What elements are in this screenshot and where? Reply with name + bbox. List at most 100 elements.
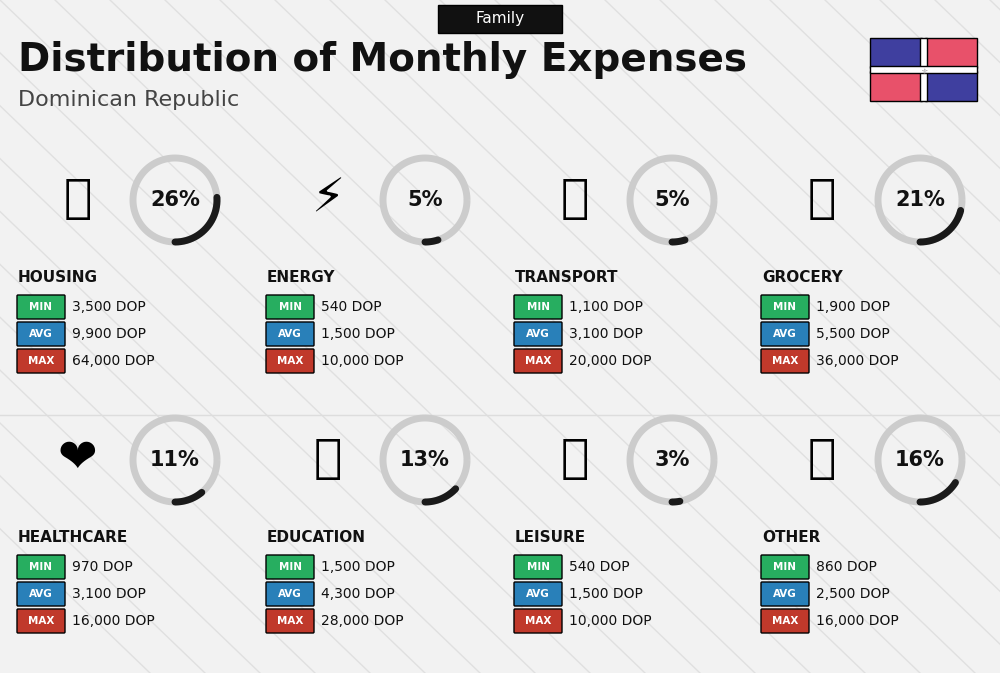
Text: MIN: MIN [526, 302, 550, 312]
Text: 3%: 3% [654, 450, 690, 470]
FancyBboxPatch shape [925, 71, 977, 101]
Text: 1,900 DOP: 1,900 DOP [816, 300, 890, 314]
Text: 970 DOP: 970 DOP [72, 560, 133, 574]
Text: EDUCATION: EDUCATION [267, 530, 366, 546]
FancyBboxPatch shape [514, 322, 562, 346]
Text: 540 DOP: 540 DOP [321, 300, 382, 314]
FancyBboxPatch shape [17, 349, 65, 373]
Text: MAX: MAX [525, 356, 551, 366]
Text: 1,500 DOP: 1,500 DOP [321, 327, 395, 341]
Text: 🎓: 🎓 [314, 437, 342, 483]
FancyBboxPatch shape [925, 38, 977, 68]
Text: 21%: 21% [895, 190, 945, 210]
Text: 13%: 13% [400, 450, 450, 470]
Text: ❤️: ❤️ [58, 437, 98, 483]
Text: MIN: MIN [526, 562, 550, 572]
FancyBboxPatch shape [17, 322, 65, 346]
Text: ⚡: ⚡ [311, 178, 345, 223]
Text: 🛍️: 🛍️ [561, 437, 589, 483]
Text: AVG: AVG [773, 589, 797, 599]
Text: Family: Family [475, 11, 525, 26]
FancyBboxPatch shape [514, 555, 562, 579]
Text: MIN: MIN [278, 562, 302, 572]
FancyBboxPatch shape [17, 582, 65, 606]
Text: MIN: MIN [774, 302, 796, 312]
FancyBboxPatch shape [266, 322, 314, 346]
Text: 16,000 DOP: 16,000 DOP [72, 614, 155, 628]
Text: 36,000 DOP: 36,000 DOP [816, 354, 899, 368]
Text: AVG: AVG [526, 329, 550, 339]
FancyBboxPatch shape [761, 295, 809, 319]
Text: 9,900 DOP: 9,900 DOP [72, 327, 146, 341]
Text: TRANSPORT: TRANSPORT [515, 271, 618, 285]
Text: 💰: 💰 [808, 437, 836, 483]
Text: 10,000 DOP: 10,000 DOP [321, 354, 404, 368]
Text: OTHER: OTHER [762, 530, 820, 546]
Text: 10,000 DOP: 10,000 DOP [569, 614, 652, 628]
Text: 2,500 DOP: 2,500 DOP [816, 587, 890, 601]
Text: Distribution of Monthly Expenses: Distribution of Monthly Expenses [18, 41, 747, 79]
FancyBboxPatch shape [514, 295, 562, 319]
Text: MIN: MIN [278, 302, 302, 312]
Text: 16%: 16% [895, 450, 945, 470]
Text: GROCERY: GROCERY [762, 271, 843, 285]
Text: MIN: MIN [30, 562, 52, 572]
FancyBboxPatch shape [514, 582, 562, 606]
Text: 🚌: 🚌 [561, 178, 589, 223]
Text: 5,500 DOP: 5,500 DOP [816, 327, 890, 341]
Text: MAX: MAX [772, 356, 798, 366]
Text: AVG: AVG [278, 589, 302, 599]
FancyBboxPatch shape [266, 295, 314, 319]
Text: AVG: AVG [526, 589, 550, 599]
FancyBboxPatch shape [438, 5, 562, 33]
Text: 🏢: 🏢 [64, 178, 92, 223]
FancyBboxPatch shape [266, 555, 314, 579]
FancyBboxPatch shape [761, 582, 809, 606]
Text: 🛒: 🛒 [808, 178, 836, 223]
Text: 64,000 DOP: 64,000 DOP [72, 354, 155, 368]
FancyBboxPatch shape [920, 38, 927, 101]
FancyBboxPatch shape [514, 609, 562, 633]
Text: MAX: MAX [28, 616, 54, 626]
Text: AVG: AVG [773, 329, 797, 339]
Text: 1,100 DOP: 1,100 DOP [569, 300, 643, 314]
Text: 5%: 5% [407, 190, 443, 210]
FancyBboxPatch shape [761, 349, 809, 373]
Text: ⚜: ⚜ [921, 67, 929, 75]
Text: 28,000 DOP: 28,000 DOP [321, 614, 404, 628]
Text: 860 DOP: 860 DOP [816, 560, 877, 574]
Text: 20,000 DOP: 20,000 DOP [569, 354, 652, 368]
Text: MAX: MAX [772, 616, 798, 626]
FancyBboxPatch shape [17, 609, 65, 633]
Text: MAX: MAX [277, 356, 303, 366]
Text: 4,300 DOP: 4,300 DOP [321, 587, 395, 601]
Text: 3,500 DOP: 3,500 DOP [72, 300, 146, 314]
FancyBboxPatch shape [870, 66, 977, 73]
Text: MIN: MIN [774, 562, 796, 572]
Text: HOUSING: HOUSING [18, 271, 98, 285]
FancyBboxPatch shape [870, 38, 922, 68]
Text: 540 DOP: 540 DOP [569, 560, 630, 574]
Text: AVG: AVG [278, 329, 302, 339]
Text: AVG: AVG [29, 329, 53, 339]
Text: 3,100 DOP: 3,100 DOP [569, 327, 643, 341]
Text: 3,100 DOP: 3,100 DOP [72, 587, 146, 601]
Text: HEALTHCARE: HEALTHCARE [18, 530, 128, 546]
Text: 1,500 DOP: 1,500 DOP [569, 587, 643, 601]
Text: 5%: 5% [654, 190, 690, 210]
FancyBboxPatch shape [17, 555, 65, 579]
Text: ENERGY: ENERGY [267, 271, 336, 285]
FancyBboxPatch shape [266, 349, 314, 373]
Text: 16,000 DOP: 16,000 DOP [816, 614, 899, 628]
FancyBboxPatch shape [266, 609, 314, 633]
Text: 1,500 DOP: 1,500 DOP [321, 560, 395, 574]
Text: MIN: MIN [30, 302, 52, 312]
Text: Dominican Republic: Dominican Republic [18, 90, 239, 110]
FancyBboxPatch shape [514, 349, 562, 373]
Text: 26%: 26% [150, 190, 200, 210]
FancyBboxPatch shape [17, 295, 65, 319]
FancyBboxPatch shape [870, 71, 922, 101]
Text: MAX: MAX [525, 616, 551, 626]
Text: LEISURE: LEISURE [515, 530, 586, 546]
Text: MAX: MAX [28, 356, 54, 366]
